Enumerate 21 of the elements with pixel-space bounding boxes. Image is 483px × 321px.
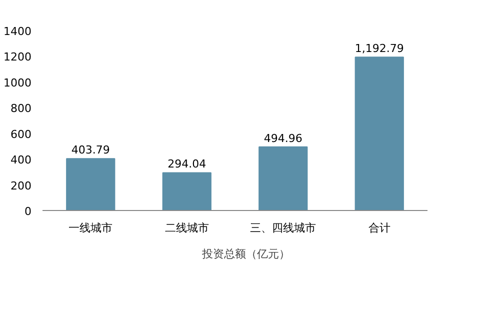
x-tick-label: 二线城市	[164, 222, 209, 234]
text: 1,192.79	[354, 42, 404, 56]
x-tick-label: 一线城市	[68, 222, 113, 234]
bar	[66, 158, 116, 210]
y-tick-label: 1400	[4, 25, 32, 38]
y-tick-label: 600	[10, 128, 32, 141]
y-tick-label: 0	[24, 205, 32, 218]
text: 403.79	[71, 144, 110, 157]
x-tick-label: 合计	[368, 222, 390, 234]
y-tick-label: 800	[10, 102, 32, 116]
text: 494.96	[264, 132, 302, 145]
y-tick-label: 200	[10, 179, 32, 192]
y-tick-label: 400	[10, 154, 32, 167]
bar	[258, 146, 308, 210]
y-tick-label: 1200	[4, 50, 32, 64]
y-tick-label: 1000	[4, 76, 32, 90]
x-tick-label: 三、四线城市	[250, 222, 316, 234]
text: 投资总额（亿元）	[202, 246, 290, 262]
bar	[162, 172, 212, 210]
text: 294.04	[168, 158, 206, 171]
bar	[354, 56, 404, 210]
